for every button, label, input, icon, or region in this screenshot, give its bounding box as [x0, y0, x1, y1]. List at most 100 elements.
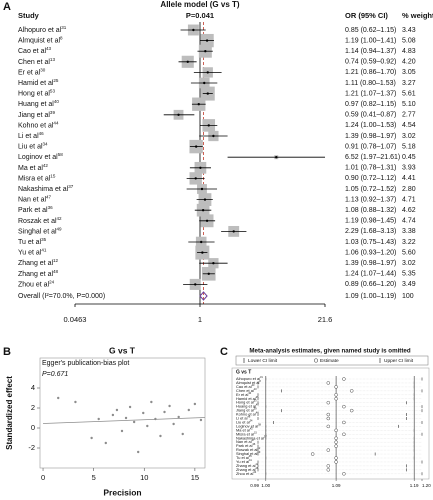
point-estimate: [177, 113, 180, 117]
study-name: Yu et al: [18, 249, 42, 256]
x-tick-label: 0.99: [250, 483, 259, 488]
point-estimate: [203, 198, 207, 201]
scatter-point: [163, 410, 166, 414]
study-name: Misra et al: [236, 431, 254, 436]
ci-label: 1.19 (1.00–1.41): [345, 37, 396, 44]
ci-label: 1.06 (0.93–1.20): [345, 249, 396, 256]
ci-label: 1.21 (0.86–1.70): [345, 69, 396, 76]
estimate-marker: [334, 397, 338, 401]
scatter-point: [181, 432, 184, 436]
study-label: Liu et al34: [236, 419, 253, 424]
study-label: Kohno et al44: [236, 411, 259, 416]
study-ref: 43: [46, 46, 52, 51]
point-estimate: [206, 71, 209, 74]
scatter-point: [128, 405, 132, 409]
study-ref: 39: [50, 110, 56, 115]
chart-title: Allele model (G vs T): [160, 0, 239, 9]
x-tick-label: 5: [92, 473, 96, 482]
study-label: Jiang et al39: [236, 407, 257, 412]
weight-label: 5.61: [402, 90, 416, 97]
study-name: Park et al: [18, 207, 48, 214]
study-label: Ma et al42: [18, 163, 48, 172]
study-name: Zhou et al: [18, 281, 50, 288]
study-ref: 43: [252, 384, 255, 387]
column-header: Study: [18, 11, 40, 20]
weight-label: 5.08: [402, 37, 416, 44]
study-name: Er et al: [236, 392, 248, 397]
ci-label: 2.29 (1.68–3.13): [345, 228, 396, 235]
ci-label: 1.05 (0.72–1.52): [345, 186, 396, 193]
ci-label: 1.24 (1.00–1.53): [345, 122, 396, 129]
weight-label: 100: [402, 293, 414, 300]
ci-label: 1.08 (0.88–1.32): [345, 207, 396, 214]
panel-label: B: [3, 346, 11, 358]
study-label: Zhou et al24: [236, 470, 257, 475]
scatter-point: [154, 417, 157, 421]
study-name: Zhang et al: [18, 271, 53, 278]
weight-label: 4.83: [402, 48, 416, 55]
study-label: Tu et al35: [18, 237, 47, 246]
weight-label: 4.71: [402, 196, 416, 203]
weight-label: 5.10: [402, 101, 416, 108]
study-name: Cao et al: [18, 48, 46, 55]
study-ref: 13: [50, 57, 56, 62]
study-name: Zhang et al: [236, 467, 256, 472]
point-estimate: [205, 39, 209, 42]
estimate-marker: [326, 412, 331, 417]
study-name: Li et al: [236, 416, 248, 421]
legend-label: Lower CI limit: [248, 358, 278, 364]
study-ref: 58: [58, 152, 64, 157]
scatter-point: [199, 418, 203, 422]
study-name: Li et al: [18, 133, 39, 140]
estimate-marker: [334, 436, 338, 440]
study-label: Tu et al35: [236, 455, 252, 460]
estimate-marker: [334, 440, 338, 444]
x-tick-label: 10: [140, 473, 148, 482]
study-ref: 42: [57, 216, 63, 221]
x-tick-label: 1.00: [261, 483, 270, 488]
ci-label: 1.09 (1.00–1.19): [345, 293, 396, 300]
study-name: Alhopuro et al: [18, 27, 62, 34]
weight-label: 4.20: [402, 59, 416, 66]
study-label: Alhopuro et al31: [18, 25, 67, 34]
scatter-point: [74, 400, 77, 404]
study-name: Tu et al: [18, 239, 42, 246]
point-estimate: [200, 187, 204, 191]
study-name: Zhang et al: [18, 260, 53, 267]
study-name: Huang et al: [236, 404, 256, 409]
study-name: Liu et al: [18, 143, 43, 150]
x-tick-label: 1: [198, 315, 202, 324]
study-name: Hong et al: [18, 90, 50, 97]
study-label: Loginov et al58: [236, 423, 261, 428]
scatter-point: [104, 441, 107, 445]
ci-label: 1.24 (1.07–1.44): [345, 271, 396, 278]
study-label: Li et al46: [236, 415, 251, 420]
estimate-marker: [326, 448, 331, 452]
study-label: Er et al30: [18, 68, 46, 77]
x-tick-label: 1.20: [422, 483, 431, 488]
study-label: Hong et al53: [236, 399, 257, 404]
study-label: Singhal et al49: [236, 451, 261, 456]
estimate-marker: [334, 460, 338, 464]
study-label: Liu et al34: [18, 142, 48, 151]
study-label: Chen et al13: [18, 57, 55, 66]
scatter-point: [57, 396, 60, 400]
study-label: Ma et al42: [236, 427, 253, 432]
study-name: Singhal et al: [236, 451, 258, 456]
ci-label: 1.39 (0.98–1.97): [345, 133, 396, 140]
study-name: Singhal et al: [18, 228, 57, 235]
study-name: Tu et al: [236, 455, 249, 460]
study-name: Zhang et al: [236, 463, 256, 468]
estimate-marker: [334, 428, 338, 433]
study-label: Yu et al41: [236, 459, 252, 464]
study-name: Loginov et al: [236, 423, 258, 428]
p-value: P=0.041: [186, 11, 214, 20]
study-name: Park et al: [236, 443, 253, 448]
scatter-point: [132, 420, 136, 424]
study-name: Chen et al: [236, 388, 254, 393]
weight-label: 3.02: [402, 133, 416, 140]
study-ref: 34: [250, 419, 253, 422]
panel-label: A: [3, 1, 11, 13]
study-name: Hamid et al: [236, 396, 256, 401]
study-label: Nan et al47: [236, 439, 255, 444]
